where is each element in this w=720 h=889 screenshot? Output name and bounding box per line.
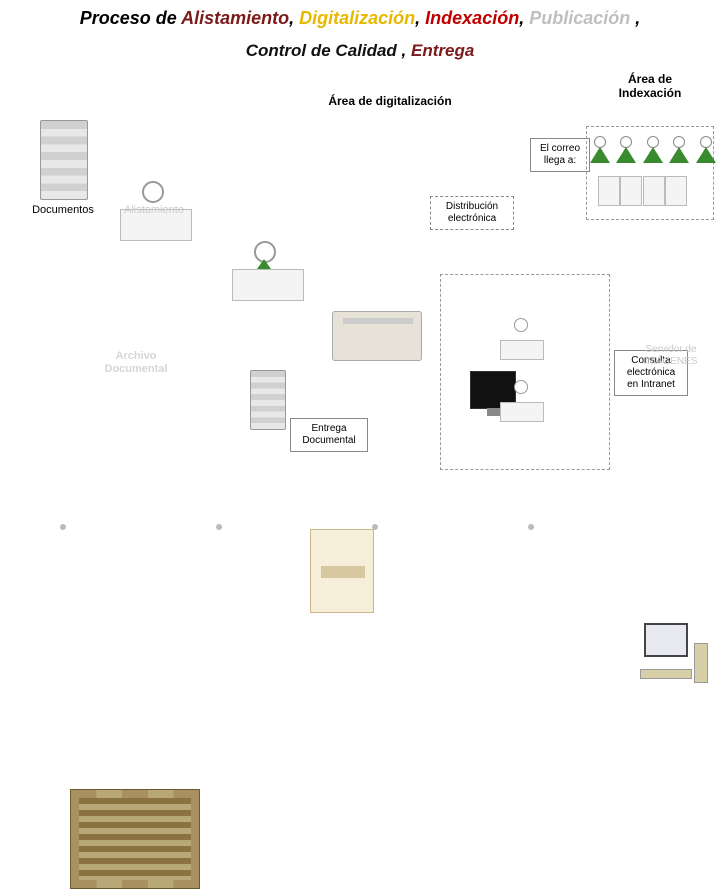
scanner-icon bbox=[332, 311, 422, 361]
title-word-publicacion: Publicación bbox=[529, 8, 630, 28]
documents-stack-small-icon bbox=[250, 370, 286, 430]
indexacion-people-icon bbox=[592, 136, 720, 175]
sep0: , bbox=[289, 8, 299, 28]
sep2: , bbox=[519, 8, 529, 28]
sep3: , bbox=[630, 8, 640, 28]
title-word-indexacion: Indexación bbox=[425, 8, 519, 28]
server-pc-icon bbox=[636, 623, 696, 683]
title-prefix: Proceso de bbox=[80, 8, 181, 28]
sep1: , bbox=[415, 8, 425, 28]
label-servidor-imagenes: Servidor de IMÁGENES bbox=[624, 344, 718, 368]
label-area-indexacion: Área de Indexación bbox=[600, 72, 700, 100]
label-documentos: Documentos bbox=[18, 204, 108, 217]
title-word-digitalizacion: Digitalización bbox=[299, 8, 415, 28]
label-distribucion-electronica: Distribución electrónica bbox=[430, 196, 514, 230]
label-archivo-documental: Archivo Documental bbox=[86, 350, 186, 376]
label-entrega-documental: Entrega Documental bbox=[290, 418, 368, 452]
archive-cabinet-icon bbox=[70, 789, 200, 889]
label-area-digitalizacion: Área de digitalización bbox=[290, 94, 490, 108]
subtitle-sep: , bbox=[402, 41, 411, 60]
footer-pagination-dots bbox=[60, 524, 534, 530]
label-alistamiento: Alistamiento bbox=[114, 204, 194, 217]
label-correo-llega: El correo llega a: bbox=[530, 138, 590, 172]
intranet-group-box bbox=[440, 274, 610, 470]
subtitle-entrega: Entrega bbox=[411, 41, 474, 60]
digitalizacion-person-icon bbox=[232, 241, 302, 301]
process-subtitle: Control de Calidad , Entrega bbox=[0, 41, 720, 61]
documents-stack-icon bbox=[40, 120, 88, 200]
indexacion-desks-icon bbox=[602, 176, 687, 211]
scanned-document-icon bbox=[310, 529, 374, 613]
intranet-desk-1-icon bbox=[500, 318, 542, 366]
process-title: Proceso de Alistamiento, Digitalización,… bbox=[0, 0, 720, 29]
intranet-desk-2-icon bbox=[500, 380, 542, 428]
subtitle-control: Control de Calidad bbox=[246, 41, 402, 60]
title-word-alistamiento: Alistamiento bbox=[181, 8, 289, 28]
